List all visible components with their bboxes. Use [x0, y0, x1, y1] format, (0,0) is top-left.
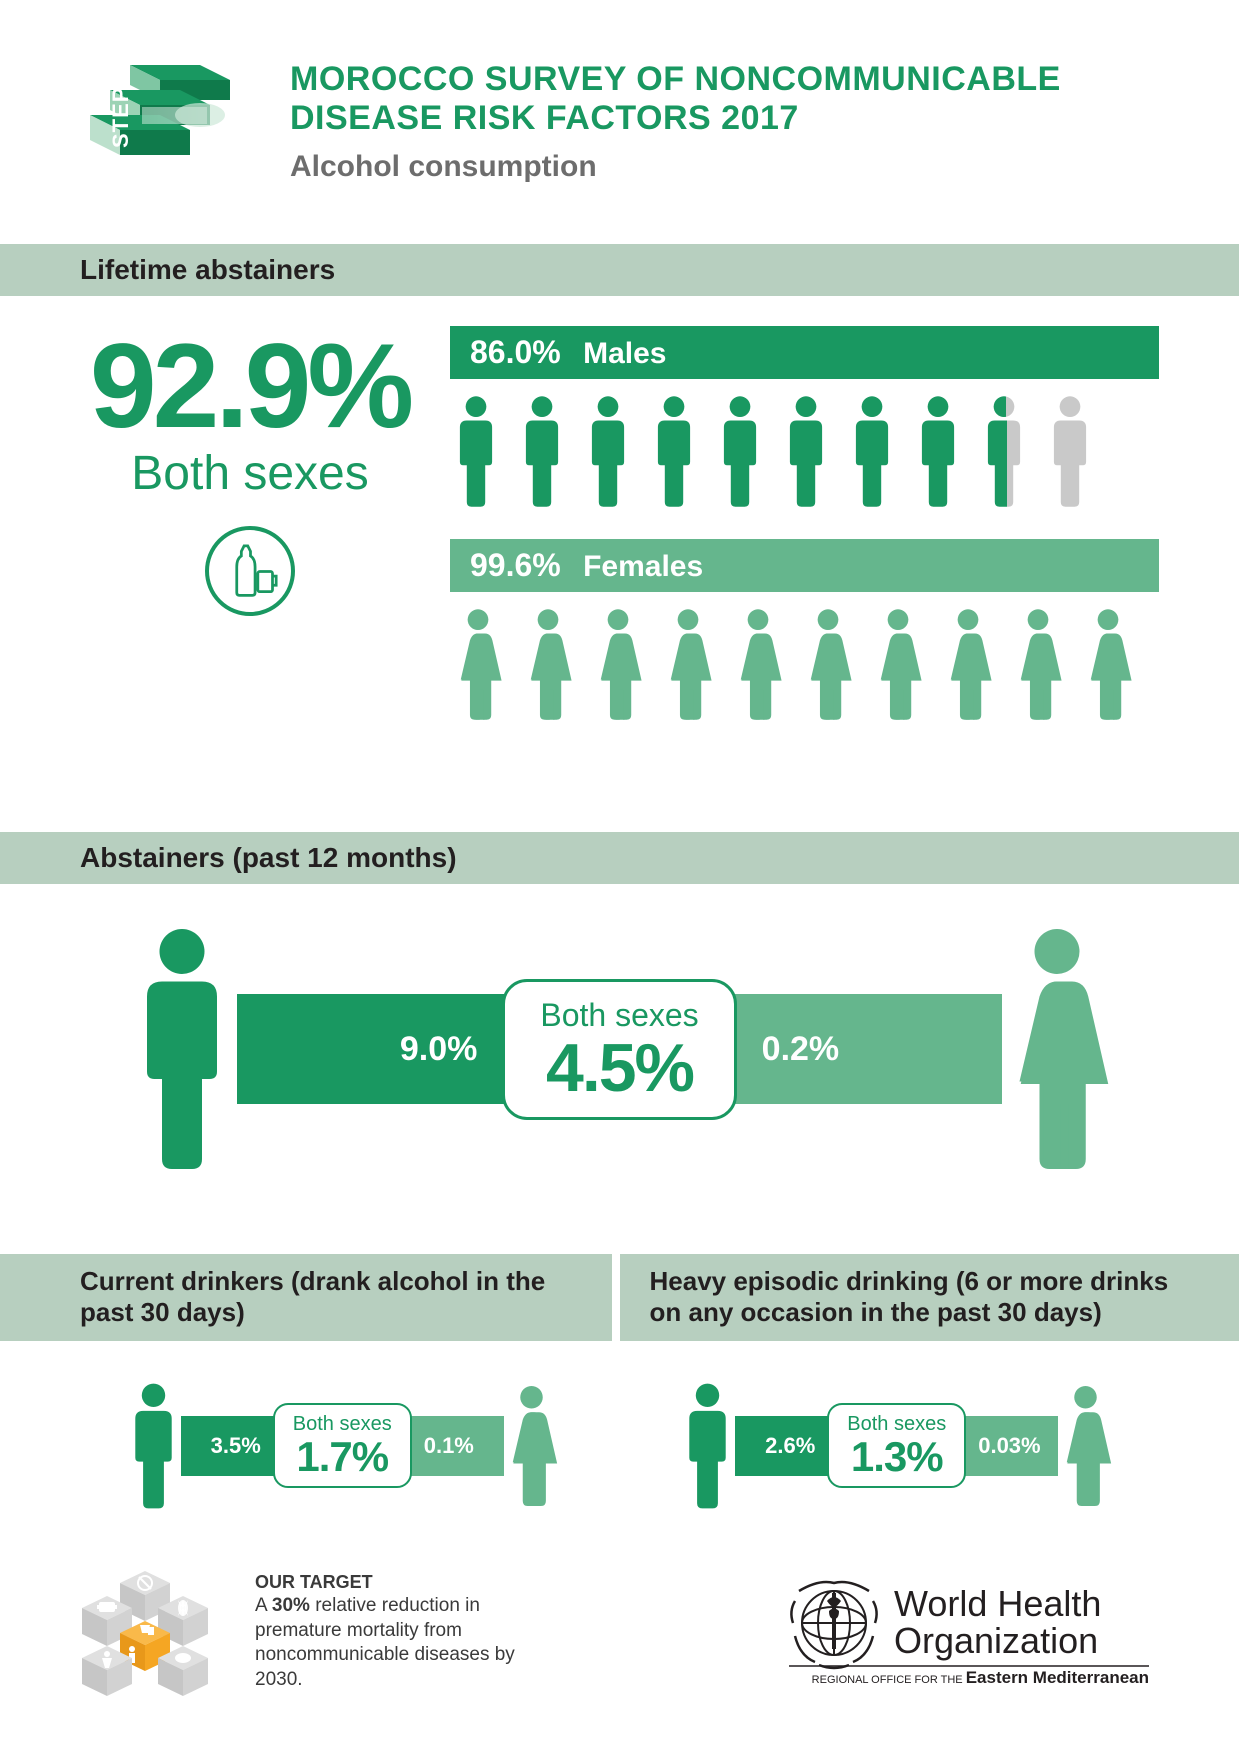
who-logo: World Health Organization REGIONAL OFFIC… — [779, 1571, 1159, 1696]
dual-section-body: 3.5% Both sexes 1.7% 0.1% 2.6% Both sexe… — [0, 1341, 1239, 1541]
cubes-icon — [80, 1571, 230, 1701]
both-sexes-pct: 92.9% — [80, 326, 420, 446]
section3-female-pct: 0.1% — [409, 1416, 504, 1476]
section1-header: Lifetime abstainers — [0, 244, 1239, 296]
both-pct: 4.5% — [540, 1034, 698, 1102]
male-person-icon — [780, 394, 832, 514]
male-person-icon — [127, 924, 237, 1174]
section4-female-pct: 0.03% — [963, 1416, 1058, 1476]
male-person-icon — [912, 394, 964, 514]
both-sexes-label: Both sexes — [80, 446, 420, 501]
male-person-icon — [978, 394, 1030, 514]
male-person-icon — [846, 394, 898, 514]
section1-breakdown: 86.0% Males 99.6% Females — [450, 326, 1159, 752]
female-person-icon — [1010, 607, 1066, 727]
section3-header: Current drinkers (drank alcohol in the p… — [0, 1254, 620, 1340]
females-stat-bar: 99.6% Females — [450, 539, 1159, 592]
page-subtitle: Alcohol consumption — [290, 150, 1061, 184]
section3-male-pct: 3.5% — [181, 1416, 276, 1476]
female-person-icon — [1080, 607, 1136, 727]
steps-logo: STEPS — [80, 60, 260, 170]
male-person-icon — [126, 1381, 181, 1511]
male-person-icon — [648, 394, 700, 514]
male-person-icon — [680, 1381, 735, 1511]
females-pct: 99.6% — [470, 547, 561, 583]
page-title: MOROCCO SURVEY OF NONCOMMUNICABLE DISEAS… — [290, 60, 1061, 138]
target-text: OUR TARGET A 30% relative reduction in p… — [255, 1571, 515, 1693]
svg-text:World Health: World Health — [894, 1583, 1101, 1624]
males-stat-bar: 86.0% Males — [450, 326, 1159, 379]
section2-values: 9.0% Both sexes 4.5% 0.2% — [237, 979, 1001, 1120]
dual-section-header: Current drinkers (drank alcohol in the p… — [0, 1254, 1239, 1340]
header-text: MOROCCO SURVEY OF NONCOMMUNICABLE DISEAS… — [290, 60, 1061, 184]
target-title: OUR TARGET — [255, 1571, 515, 1594]
alcohol-icon — [205, 526, 295, 616]
female-person-icon — [450, 607, 506, 727]
female-person-icon — [730, 607, 786, 727]
section1-both-sexes: 92.9% Both sexes — [80, 326, 420, 752]
male-pictogram-row — [450, 379, 1159, 539]
section4-panel: 2.6% Both sexes 1.3% 0.03% — [635, 1381, 1160, 1511]
section2-female-pct: 0.2% — [732, 994, 1002, 1104]
female-person-icon — [590, 607, 646, 727]
females-label: Females — [583, 550, 703, 583]
female-person-icon — [800, 607, 856, 727]
section3-both-box: Both sexes 1.7% — [273, 1403, 412, 1488]
males-label: Males — [583, 337, 666, 370]
female-person-icon — [504, 1381, 559, 1511]
header: STEPS MOROCCO SURVEY OF NONCOMMUNICABLE … — [0, 0, 1239, 214]
section3-panel: 3.5% Both sexes 1.7% 0.1% — [80, 1381, 605, 1511]
footer: OUR TARGET A 30% relative reduction in p… — [0, 1541, 1239, 1761]
section4-both-box: Both sexes 1.3% — [827, 1403, 966, 1488]
male-person-icon — [1044, 394, 1096, 514]
section1-body: 92.9% Both sexes 86.0% Males 99.6% Femal… — [0, 296, 1239, 802]
male-person-icon — [450, 394, 502, 514]
female-person-icon — [1058, 1381, 1113, 1511]
female-person-icon — [520, 607, 576, 727]
female-pictogram-row — [450, 592, 1159, 752]
male-person-icon — [582, 394, 634, 514]
svg-text:Organization: Organization — [894, 1620, 1098, 1661]
males-pct: 86.0% — [470, 334, 561, 370]
both-label: Both sexes — [540, 997, 698, 1034]
section2-male-pct: 9.0% — [237, 994, 507, 1104]
section2-body: 9.0% Both sexes 4.5% 0.2% — [0, 884, 1239, 1224]
female-person-icon — [1002, 924, 1112, 1174]
section4-header: Heavy episodic drinking (6 or more drink… — [620, 1254, 1239, 1340]
female-person-icon — [660, 607, 716, 727]
male-person-icon — [516, 394, 568, 514]
target-block: OUR TARGET A 30% relative reduction in p… — [80, 1571, 515, 1701]
female-person-icon — [870, 607, 926, 727]
svg-text:REGIONAL OFFICE FOR THE Easter: REGIONAL OFFICE FOR THE Eastern Mediterr… — [812, 1668, 1149, 1687]
section4-male-pct: 2.6% — [735, 1416, 830, 1476]
section2-both-box: Both sexes 4.5% — [502, 979, 736, 1120]
female-person-icon — [940, 607, 996, 727]
section2-header: Abstainers (past 12 months) — [0, 832, 1239, 884]
male-person-icon — [714, 394, 766, 514]
svg-text:STEPS: STEPS — [108, 71, 133, 148]
